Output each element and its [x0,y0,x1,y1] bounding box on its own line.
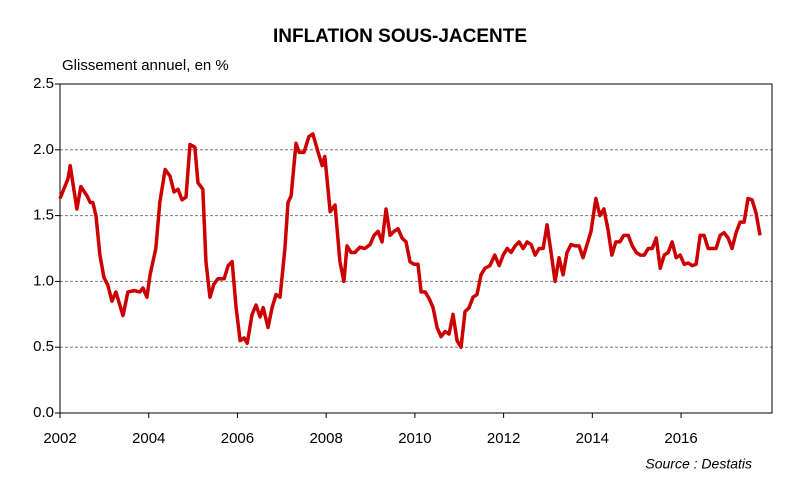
x-tick-label: 2012 [487,430,520,447]
x-tick-label: 2004 [132,430,165,447]
x-tick-label: 2002 [43,430,76,447]
y-tick-label: 2.0 [33,141,54,158]
x-tick-label: 2006 [221,430,254,447]
x-tick-label: 2008 [309,430,342,447]
y-tick-label: 0.0 [33,404,54,421]
x-tick-label: 2010 [398,430,431,447]
x-tick-label: 2014 [576,430,609,447]
y-axis-label: Glissement annuel, en % [62,57,229,74]
line [58,132,762,349]
y-tick-label: 0.5 [33,338,54,355]
chart-title: INFLATION SOUS-JACENTE [273,26,527,47]
plot-frame [59,83,773,414]
y-tick-label: 2.5 [33,75,54,92]
source: Source : Destatis [645,456,752,472]
x-tick-label: 2016 [664,430,697,447]
y-tick-label: 1.5 [33,207,54,224]
y-tick-label: 1.0 [33,272,54,289]
